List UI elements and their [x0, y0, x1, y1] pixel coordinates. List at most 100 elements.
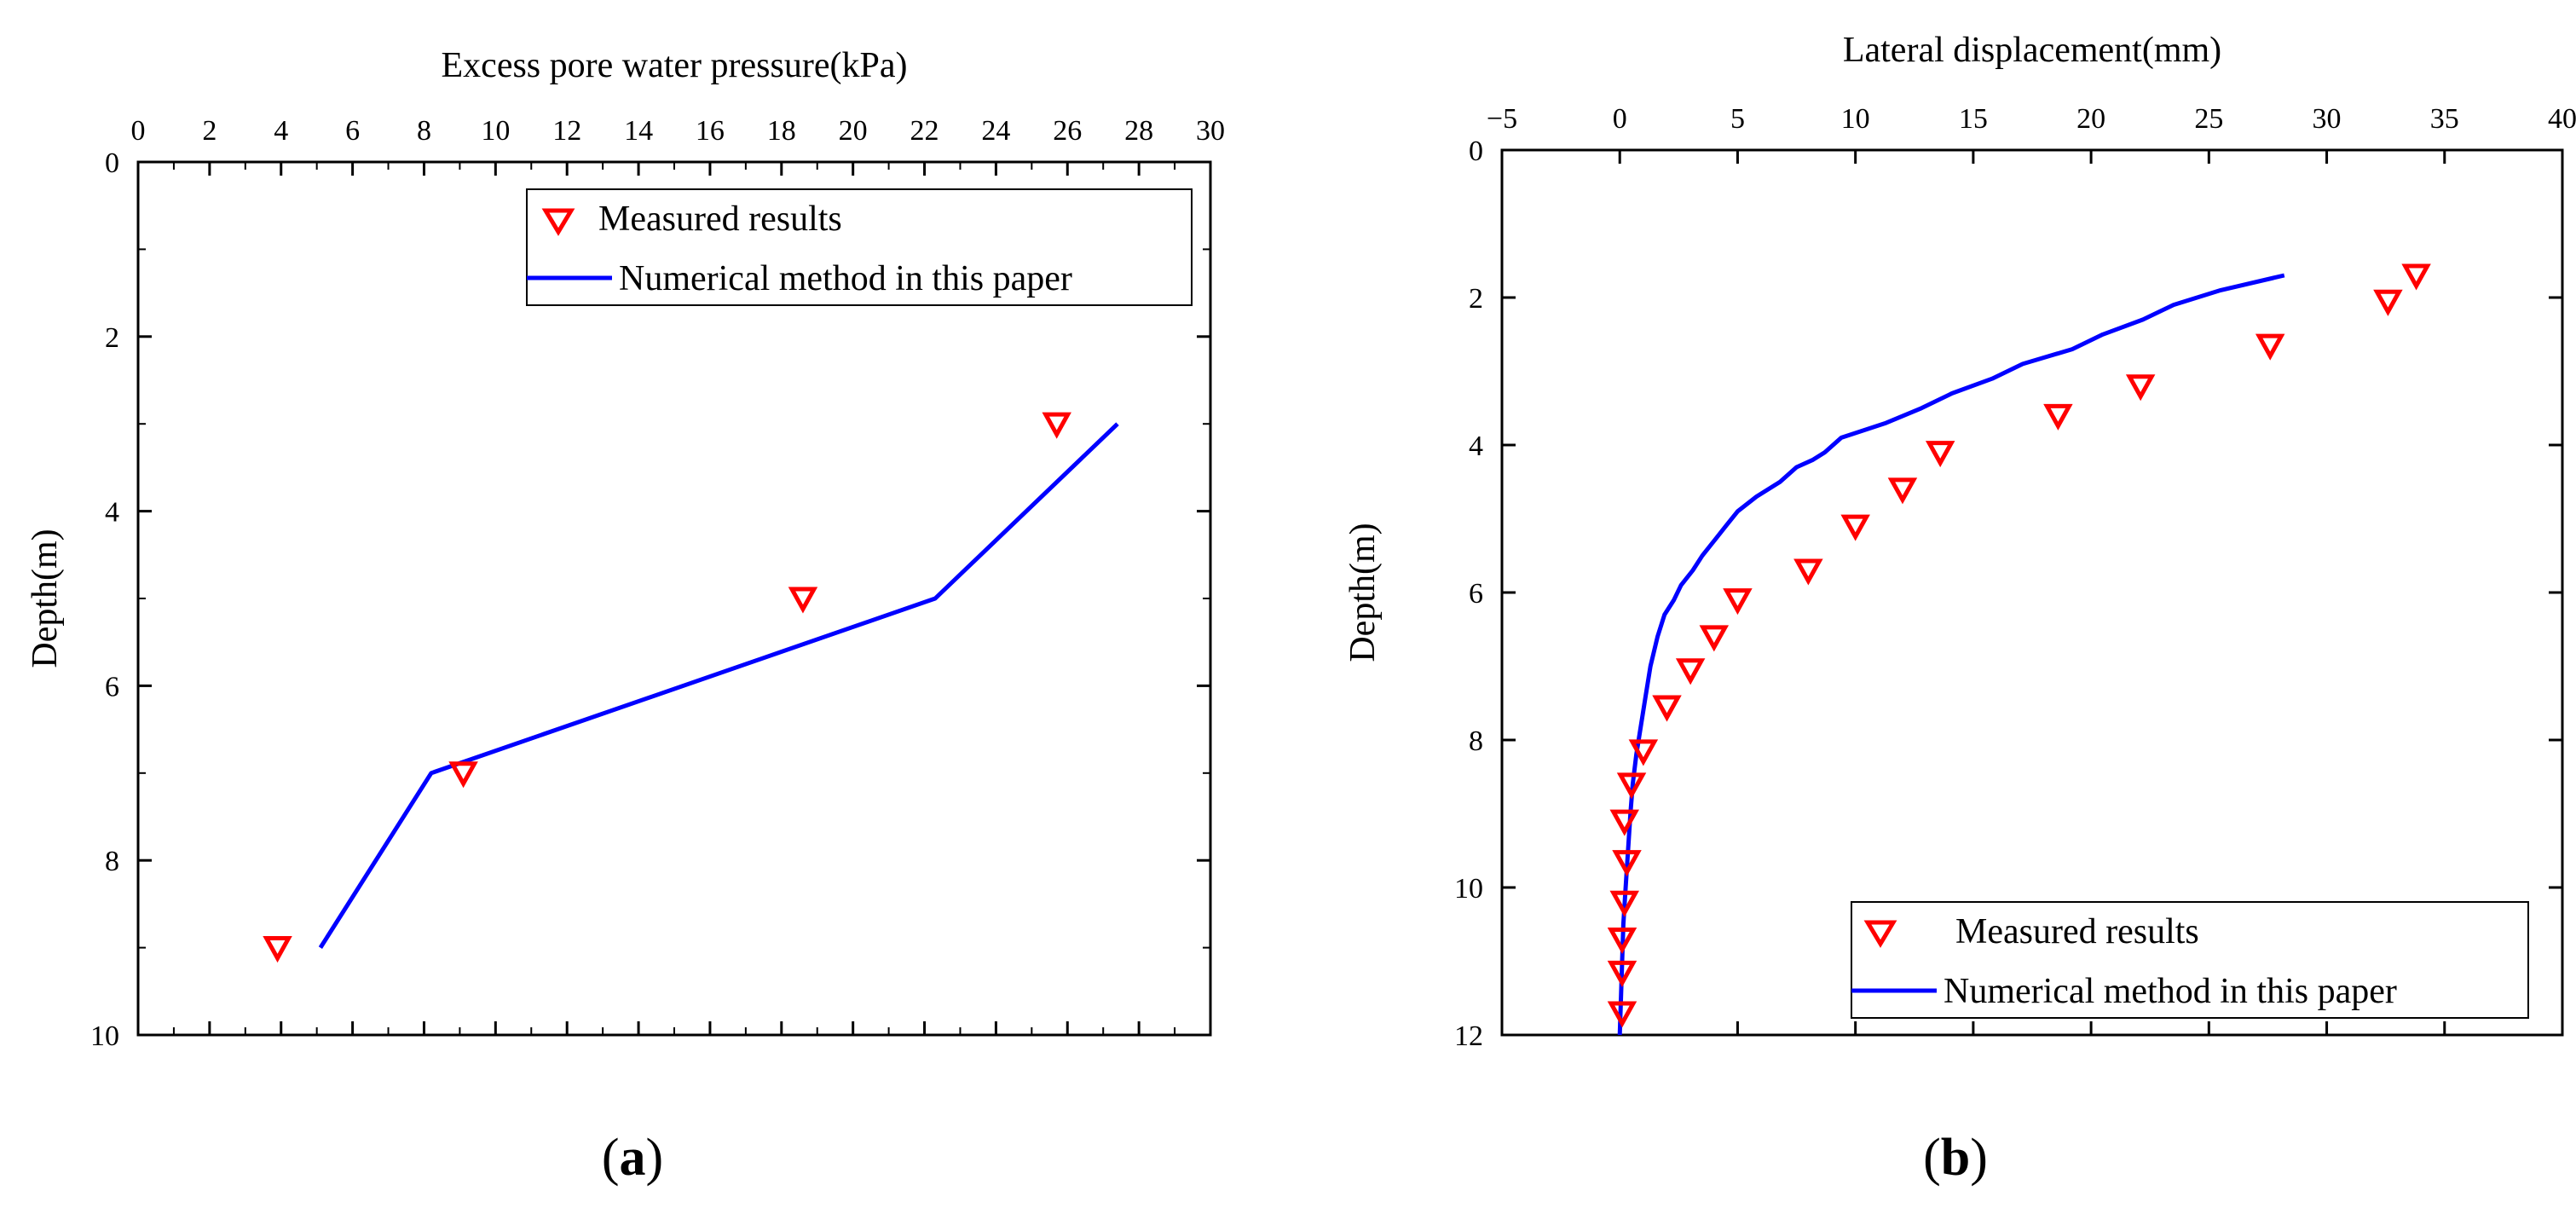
panel-b-y-tick-label: 2 [1469, 283, 1483, 315]
panel-a-x-tick-label: 30 [1196, 115, 1225, 147]
panel-b-x-tick-label: 40 [2548, 103, 2576, 135]
panel-b-y-tick-label: 10 [1454, 873, 1483, 905]
panel-b-measured-point [2043, 403, 2073, 431]
panel-a-x-tick-label: 6 [345, 115, 360, 147]
panel-a-x-tick-label: 28 [1124, 115, 1153, 147]
panel-a-label-open: ( [602, 1129, 620, 1187]
panel-b-legend-marker-icon [1863, 920, 1897, 948]
panel-b-series-markers [1607, 263, 2431, 1028]
panel-a-x-tick-label: 0 [131, 115, 146, 147]
panel-b-x-tick-label: −5 [1487, 103, 1517, 135]
panel-b-measured-point [1607, 928, 1637, 955]
panel-b-measured-point [1925, 441, 1955, 468]
panel-b-x-tick-label: 0 [1613, 103, 1627, 135]
panel-b-legend-box [1851, 901, 2529, 1019]
panel-b-measured-point [2401, 263, 2431, 291]
panel-b-x-tick-label: 5 [1730, 103, 1745, 135]
panel-a-legend-marker-icon [541, 208, 575, 236]
panel-b-legend: Measured results Numerical method in thi… [1851, 901, 2529, 1019]
panel-a-label-close: ) [646, 1129, 664, 1187]
panel-a-measured-point [448, 761, 478, 789]
panel-b-measured-point [1628, 739, 1659, 766]
panel-b-y-tick-label: 6 [1469, 578, 1483, 610]
panel-a-y-tick-label: 6 [105, 671, 119, 702]
panel-b-measured-point [1793, 558, 1823, 586]
panel-a-x-tick-label: 20 [839, 115, 868, 147]
panel-b-legend-label-measured: Measured results [1955, 912, 2199, 951]
panel-b-y-tick-label: 0 [1469, 136, 1483, 167]
panel-a-x-tick-label: 14 [624, 115, 653, 147]
panel-a-x-tick-label: 8 [417, 115, 431, 147]
panel-a-measured-point [263, 936, 292, 963]
panel-a-measured-point [1042, 412, 1071, 439]
panel-b-x-tick-label: 25 [2194, 103, 2223, 135]
panel-b-measured-point [1609, 809, 1639, 836]
panel-b-measured-point [1699, 625, 1730, 652]
panel-b-measured-point [1607, 1001, 1637, 1028]
panel-b-measured-point [1616, 772, 1647, 800]
panel-a-ticks [136, 160, 1212, 1037]
panel-a-x-axis-title: Excess pore water pressure(kPa) [442, 46, 908, 85]
panel-b-measured-point [2373, 289, 2403, 316]
panel-a-y-tick-label: 4 [105, 497, 119, 529]
panel-b-label: (b) [1923, 1129, 1988, 1187]
panel-b-x-axis-title: Lateral displacement(mm) [1843, 31, 2221, 70]
panel-b-y-tick-label: 12 [1454, 1020, 1483, 1052]
panel-a-y-tick-label: 2 [105, 322, 119, 354]
panel-a-y-axis-title: Depth(m) [26, 529, 65, 668]
panel-a-y-tick-label: 8 [105, 846, 119, 877]
panel-b-series-line [1617, 273, 2285, 1036]
panel-a-x-tick-label: 22 [910, 115, 939, 147]
panel-a-y-tick-label: 0 [105, 147, 119, 179]
panel-a-y-tick-label: 10 [90, 1020, 119, 1052]
panel-a-label: (a) [602, 1129, 663, 1187]
panel-b-x-tick-label: 10 [1841, 103, 1870, 135]
panel-b-y-tick-label: 8 [1469, 726, 1483, 757]
panel-b-measured-point [1840, 514, 1870, 541]
panel-a-measured-point [788, 587, 818, 614]
panel-a-x-tick-label: 18 [767, 115, 796, 147]
panel-a-legend-label-numerical: Numerical method in this paper [619, 259, 1072, 298]
panel-b-x-tick-label: 15 [1959, 103, 1988, 135]
panel-b-x-tick-label: 20 [2076, 103, 2105, 135]
panel-a-legend-label-measured: Measured results [598, 199, 842, 239]
panel-b-label-close: ) [1970, 1129, 1988, 1187]
panel-b-measured-point [1609, 890, 1639, 917]
panel-b-y-axis-title: Depth(m) [1343, 523, 1383, 662]
panel-a-series-markers [263, 412, 1071, 963]
panel-b-measured-point [1675, 658, 1706, 685]
panel-a-legend-box [526, 188, 1193, 306]
panel-a-x-tick-label: 26 [1053, 115, 1082, 147]
panel-a-x-tick-label: 16 [696, 115, 725, 147]
panel-a-legend: Measured results Numerical method in thi… [526, 188, 1193, 306]
panel-a-x-tick-label: 2 [202, 115, 217, 147]
panel-b-x-tick-label: 30 [2313, 103, 2342, 135]
panel-b-label-letter: b [1941, 1129, 1970, 1187]
panel-a-label-letter: a [620, 1129, 646, 1187]
panel-a-series-line [318, 422, 1119, 949]
panel-b-measured-point [1887, 477, 1918, 505]
panel-a-x-tick-label: 24 [981, 115, 1010, 147]
panel-a-x-tick-label: 10 [481, 115, 510, 147]
panel-b-measured-point [2125, 374, 2156, 402]
panel-b-ticks [1500, 148, 2564, 1037]
panel-b-x-tick-label: 35 [2430, 103, 2459, 135]
panel-b-numerical-line [1617, 273, 2285, 1036]
panel-b-legend-label-numerical: Numerical method in this paper [1944, 972, 2397, 1011]
panel-b-measured-point [1652, 695, 1682, 722]
panel-b-y-tick-label: 4 [1469, 431, 1483, 462]
panel-b-measured-point [1723, 588, 1753, 616]
panel-a-x-tick-label: 12 [552, 115, 581, 147]
panel-a-x-tick-label: 4 [274, 115, 288, 147]
panel-b-label-open: ( [1923, 1129, 1941, 1187]
panel-a-numerical-line [318, 422, 1119, 949]
panel-b-measured-point [2255, 333, 2285, 361]
panel-b-measured-point [1607, 960, 1637, 987]
